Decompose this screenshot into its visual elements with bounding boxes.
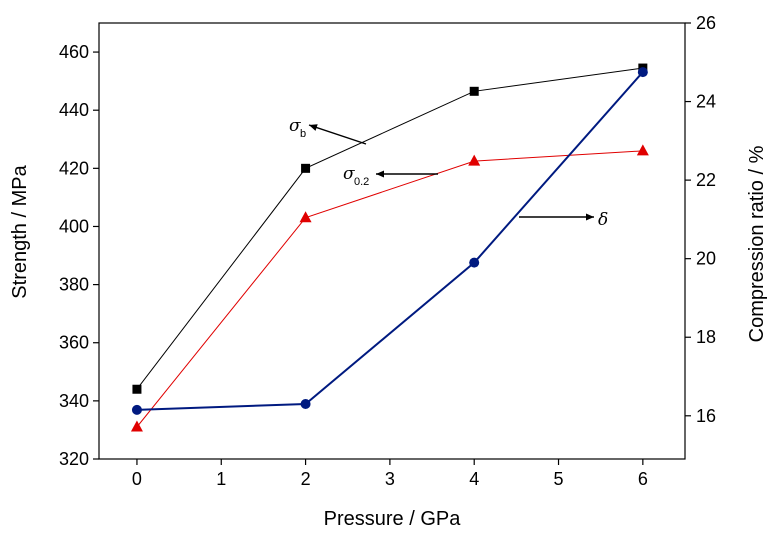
plot-frame xyxy=(98,22,686,460)
annotation-2: δ xyxy=(519,210,608,230)
data-point-circle xyxy=(469,257,480,268)
x-axis-title: Pressure / GPa xyxy=(324,508,462,530)
y-right-tick-label: 16 xyxy=(696,406,716,426)
annotation-arrow-line xyxy=(308,124,367,145)
series-line xyxy=(136,150,643,428)
x-tick-label: 0 xyxy=(132,469,142,489)
x-tick-label: 3 xyxy=(385,469,395,489)
series xyxy=(130,63,649,432)
y-left-tick-label: 440 xyxy=(59,100,89,120)
annotation-arrow-head xyxy=(309,124,318,131)
annotations: σ bσ 0.2δ xyxy=(289,116,608,230)
x-tick-label: 5 xyxy=(554,469,564,489)
y-left-tick-label: 400 xyxy=(59,216,89,236)
y-right-tick-label: 24 xyxy=(696,92,716,112)
y-left-tick-label: 360 xyxy=(59,333,89,353)
data-point-triangle xyxy=(130,420,143,432)
y-right-tick-label: 22 xyxy=(696,170,716,190)
data-point-circle xyxy=(131,404,142,415)
series-line xyxy=(136,67,643,390)
x-tick-label: 6 xyxy=(638,469,648,489)
data-point-square xyxy=(132,384,142,394)
y-left-tick-label: 340 xyxy=(59,391,89,411)
series-1 xyxy=(130,144,649,432)
y-right-tick-label: 20 xyxy=(696,249,716,269)
data-point-triangle xyxy=(636,144,649,156)
annotation-1: σ 0.2 xyxy=(343,164,438,188)
data-point-square xyxy=(469,86,479,96)
y-left-tick-label: 420 xyxy=(59,158,89,178)
series-line xyxy=(136,71,644,411)
annotation-subscript: b xyxy=(300,128,306,140)
ticks: 0 1 2 3 4 5 6 320 340 360 380 400 420 440 460 16 18 20 22 2… xyxy=(59,13,716,489)
y-left-tick-label: 380 xyxy=(59,275,89,295)
y-axis-title-right: Compression ratio / % xyxy=(746,145,768,342)
x-tick-label: 4 xyxy=(469,469,479,489)
y-axis-title-left: Strength / MPa xyxy=(9,164,31,298)
y-right-tick-label: 18 xyxy=(696,327,716,347)
y-left-tick-label: 460 xyxy=(59,42,89,62)
annotation-label: σ xyxy=(289,116,301,136)
annotation-arrow-head xyxy=(376,170,384,178)
annotation-subscript: 0.2 xyxy=(354,176,369,188)
data-point-circle xyxy=(300,399,311,410)
data-point-triangle xyxy=(299,211,312,223)
annotation-label: δ xyxy=(598,210,608,230)
data-point-circle xyxy=(637,67,648,78)
data-point-square xyxy=(301,163,311,173)
y-left-tick-label: 320 xyxy=(59,449,89,469)
y-right-tick-label: 26 xyxy=(696,13,716,33)
x-tick-label: 1 xyxy=(216,469,226,489)
x-tick-label: 2 xyxy=(301,469,311,489)
data-point-triangle xyxy=(468,154,481,166)
series-0 xyxy=(132,63,648,394)
annotation-label: σ xyxy=(343,164,355,184)
annotation-arrow-head xyxy=(586,213,594,221)
series-2 xyxy=(131,67,648,415)
